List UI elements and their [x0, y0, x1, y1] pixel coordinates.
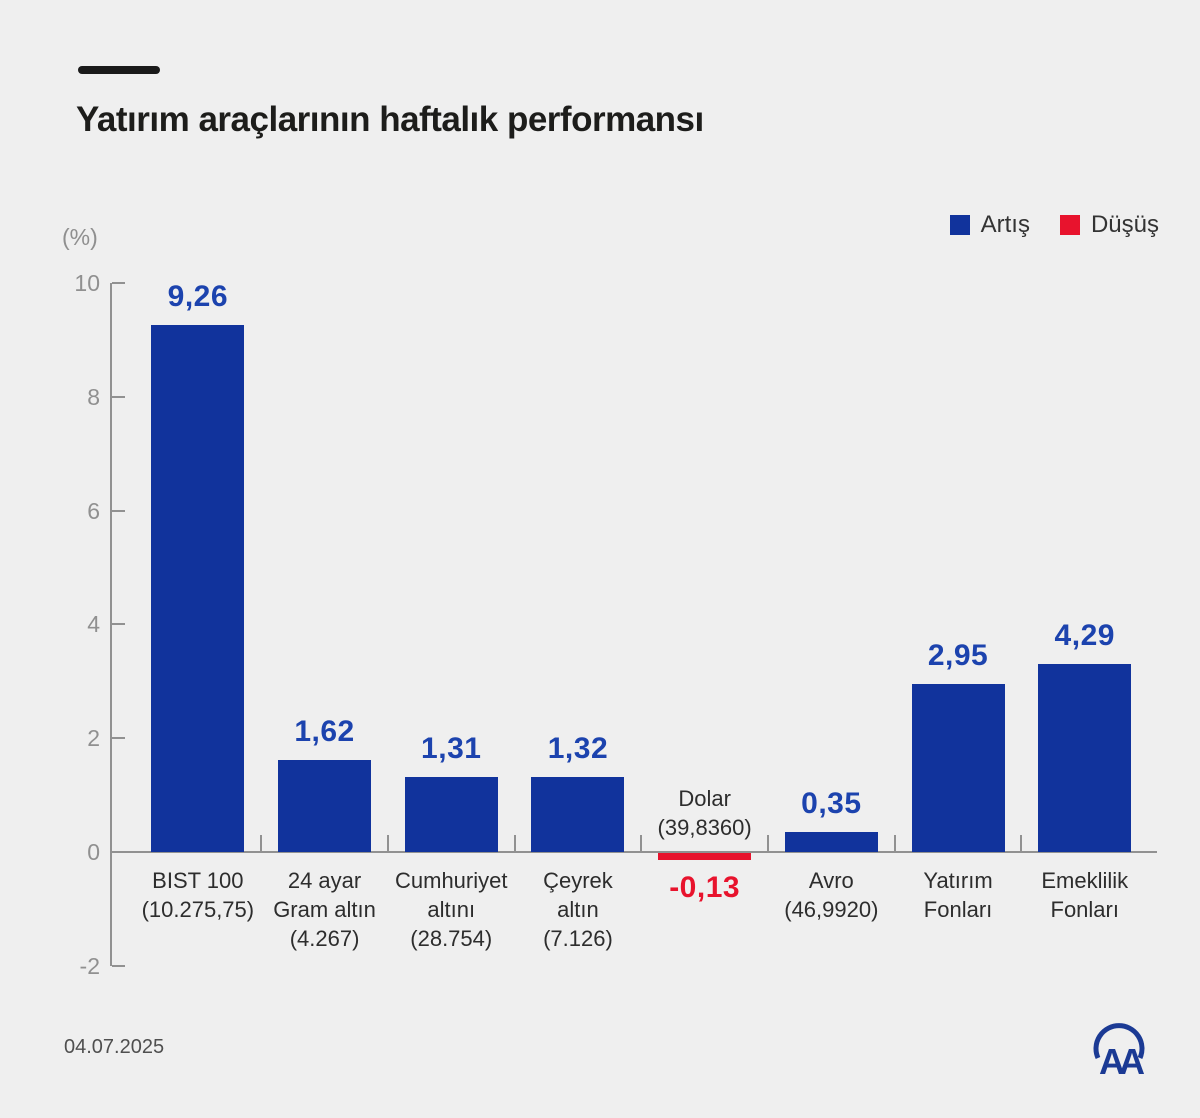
category-label-line: Yatırım [923, 868, 993, 893]
category-label-line: altın [557, 897, 599, 922]
category-label-ceyrek-altin: Çeyrek altın (7.126) [488, 866, 668, 953]
bar-cumhuriyet-altini [404, 777, 498, 852]
category-label-line: altını [427, 897, 476, 922]
y-axis-tick [112, 282, 125, 284]
category-label-line: (46,9920) [784, 897, 879, 922]
x-axis-boundary-tick [260, 835, 263, 851]
decrease-swatch-icon [1059, 215, 1080, 235]
y-axis-tick [112, 964, 125, 967]
category-label-line: (39,8360) [657, 815, 752, 840]
y-tick-label: 6 [87, 497, 100, 524]
bar-dolar [658, 853, 752, 860]
value-label-avro: 0,35 [801, 787, 862, 820]
y-axis-tick [112, 509, 125, 512]
x-axis-boundary-tick [1020, 835, 1023, 851]
category-label-emeklilik-fonlari: Emeklilik Fonları [995, 866, 1175, 924]
category-label-line: (4.267) [289, 926, 360, 951]
category-label-line: (10.275,75) [141, 897, 255, 922]
category-label-bist-100: BIST 100 (10.275,75) [108, 866, 288, 924]
value-label-gram-altin-24-ayar: 1,62 [294, 715, 355, 748]
legend-label-decrease: Düşüş [1090, 211, 1159, 238]
category-label-line: Gram altın [273, 897, 376, 922]
category-label-line: 24 ayar [287, 868, 362, 893]
x-axis-boundary-tick [386, 835, 389, 851]
y-axis-tick [112, 737, 125, 740]
x-axis-boundary-tick [513, 835, 516, 851]
legend: Artış Düşüş [949, 211, 1159, 239]
x-axis-boundary-tick [893, 835, 896, 851]
y-tick-label: -2 [79, 952, 100, 979]
category-label-line: BIST 100 [152, 868, 244, 893]
category-label-line: Avro [808, 868, 854, 893]
legend-item-decrease: Düşüş [1059, 211, 1159, 239]
y-axis-tick [112, 623, 125, 626]
category-label-avro: Avro (46,9920) [741, 866, 921, 924]
y-tick-label: 0 [87, 839, 100, 865]
page-title: Yatırım araçlarının haftalık performansı [76, 100, 704, 139]
legend-label-increase: Artış [980, 211, 1030, 238]
category-label-cumhuriyet-altini: Cumhuriyet altını (28.754) [361, 866, 541, 953]
y-axis-unit-label: (%) [62, 224, 98, 250]
y-tick-label: 4 [87, 611, 100, 638]
aa-agency-logo: AA [1093, 1023, 1150, 1080]
category-label-line: Fonları [1050, 897, 1119, 922]
category-label-line: Cumhuriyet [395, 868, 508, 893]
x-axis-boundary-tick [640, 835, 643, 851]
bar-gram-altin-24-ayar [278, 760, 372, 852]
category-label-line: Çeyrek [543, 868, 613, 893]
legend-item-increase: Artış [949, 211, 1030, 239]
category-label-line: (7.126) [543, 926, 613, 951]
category-label-line: (28.754) [410, 926, 493, 951]
x-axis-line [110, 851, 1157, 853]
title-dash [78, 66, 160, 74]
value-label-emeklilik-fonlari: 4,29 [1054, 619, 1115, 652]
y-tick-label: 2 [87, 725, 100, 752]
category-label-line: Dolar [678, 786, 731, 811]
y-tick-label: 10 [74, 270, 100, 296]
bar-yatirim-fonlari [911, 684, 1005, 852]
bar-ceyrek-altin [531, 777, 625, 852]
value-label-cumhuriyet-altini: 1,31 [421, 732, 482, 765]
bar-bist-100 [151, 325, 245, 852]
y-axis-tick [112, 395, 125, 398]
svg-text:AA: AA [1099, 1041, 1145, 1080]
value-label-bist-100: 9,26 [167, 280, 229, 313]
category-label-line: Fonları [923, 897, 993, 922]
increase-swatch-icon [949, 215, 970, 235]
bar-avro [784, 832, 878, 852]
y-tick-label: 8 [87, 383, 100, 410]
bar-emeklilik-fonlari [1038, 664, 1132, 852]
date-label: 04.07.2025 [64, 1036, 165, 1058]
category-label-line: Emeklilik [1041, 868, 1129, 893]
value-label-dolar: -0,13 [669, 871, 741, 904]
category-label-yatirim-fonlari: Yatırım Fonları [868, 866, 1048, 924]
y-axis-line [110, 283, 112, 966]
value-label-ceyrek-altin: 1,32 [547, 732, 609, 765]
value-label-yatirim-fonlari: 2,95 [927, 639, 989, 672]
category-label-gram-altin-24-ayar: 24 ayar Gram altın (4.267) [235, 866, 415, 953]
x-axis-boundary-tick [767, 835, 769, 851]
category-label-dolar: Dolar (39,8360) [615, 784, 795, 842]
